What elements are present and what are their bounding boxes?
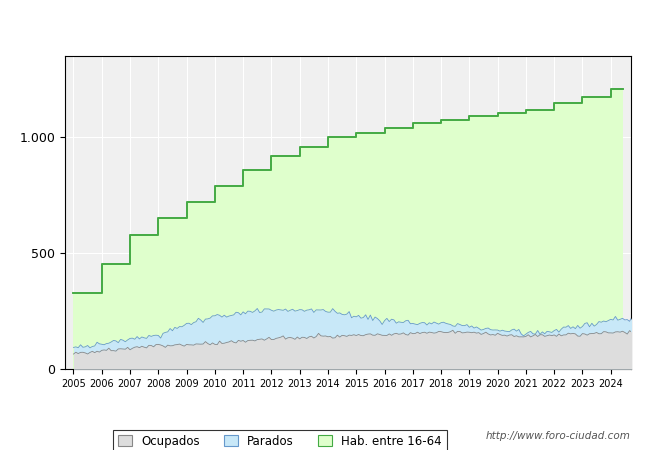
Legend: Ocupados, Parados, Hab. entre 16-64: Ocupados, Parados, Hab. entre 16-64 bbox=[113, 430, 447, 450]
Text: http://www.foro-ciudad.com: http://www.foro-ciudad.com bbox=[486, 431, 630, 441]
Text: Arcos - Evolucion de la poblacion en edad de Trabajar Septiembre de 2024: Arcos - Evolucion de la poblacion en eda… bbox=[66, 17, 584, 31]
